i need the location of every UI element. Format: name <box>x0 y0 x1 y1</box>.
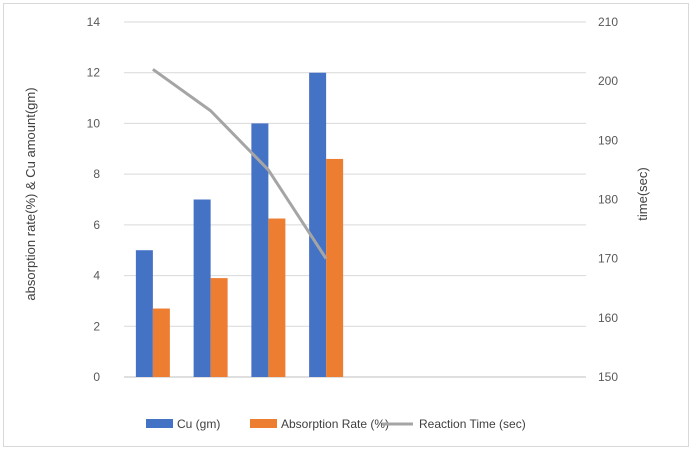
right-tick-label: 180 <box>598 193 618 207</box>
right-tick-label: 170 <box>598 252 618 266</box>
right-axis-title: time(sec) <box>635 167 650 220</box>
right-tick-label: 150 <box>598 370 618 384</box>
left-tick-label: 14 <box>87 15 101 29</box>
left-tick-label: 2 <box>93 319 100 333</box>
left-axis-title: absorption rate(%) & Cu amount(gm) <box>23 87 38 300</box>
right-tick-label: 200 <box>598 74 618 88</box>
combo-chart: 0 2 4 6 8 10 12 14 150 160 170 180 190 200 210 absorp… <box>23 15 650 431</box>
left-tick-label: 10 <box>87 116 101 130</box>
bar <box>268 218 286 377</box>
chart-frame: 0 2 4 6 8 10 12 14 150 160 170 180 190 200 210 absorp… <box>3 3 689 447</box>
legend-swatch <box>146 419 173 428</box>
bar <box>152 308 170 377</box>
legend-label: Absorption Rate (%) <box>281 417 389 431</box>
bar <box>309 72 327 377</box>
bar <box>251 123 269 377</box>
left-tick-label: 6 <box>93 218 100 232</box>
reaction-time-line <box>152 68 328 260</box>
bar <box>210 278 228 377</box>
left-tick-label: 12 <box>87 66 101 80</box>
legend-swatch <box>250 419 277 428</box>
gridlines <box>124 21 586 378</box>
bar-series <box>135 72 344 377</box>
left-tick-label: 4 <box>93 269 100 283</box>
legend-label: Cu (gm) <box>177 417 220 431</box>
line-series <box>152 68 328 260</box>
right-tick-label: 210 <box>598 15 618 29</box>
right-axis-ticks: 150 160 170 180 190 200 210 <box>598 15 618 384</box>
bar <box>193 199 211 377</box>
legend: Cu (gm) Absorption Rate (%) Reaction Time … <box>146 417 526 431</box>
right-tick-label: 190 <box>598 133 618 147</box>
left-tick-label: 8 <box>93 167 100 181</box>
right-tick-label: 160 <box>598 311 618 325</box>
bar <box>326 158 344 377</box>
bar <box>135 250 153 377</box>
left-tick-label: 0 <box>93 370 100 384</box>
legend-label: Reaction Time (sec) <box>419 417 526 431</box>
left-axis-ticks: 0 2 4 6 8 10 12 14 <box>87 15 101 384</box>
